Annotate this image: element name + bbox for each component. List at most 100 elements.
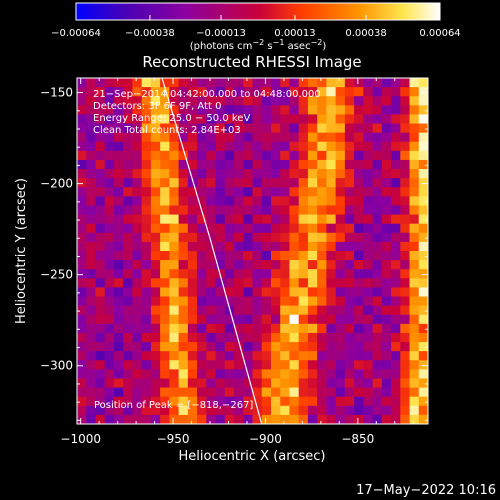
heatmap-cell: [95, 387, 106, 398]
heatmap-cell: [234, 205, 244, 216]
heatmap-cell: [363, 169, 374, 179]
heatmap-cell: [381, 141, 392, 152]
heatmap-cell: [187, 132, 198, 143]
heatmap-cell: [141, 205, 152, 216]
heatmap-cell: [234, 96, 244, 106]
heatmap-cell: [215, 314, 226, 325]
heatmap-cell: [160, 414, 170, 424]
heatmap-cell: [335, 369, 346, 379]
heatmap-cell: [409, 387, 420, 398]
heatmap-cell: [391, 387, 401, 398]
heatmap-cell: [141, 150, 152, 161]
x-axis-ticks: −1000 −950 −900 −850: [60, 78, 414, 446]
heatmap-cell: [86, 323, 96, 334]
heatmap-cell: [344, 332, 355, 343]
heatmap-cell: [234, 251, 244, 261]
y-axis-ticks: −150 −200 −250 −300: [40, 86, 428, 421]
heatmap-cell: [381, 405, 392, 416]
heatmap-cell: [95, 369, 106, 379]
heatmap-cell: [289, 396, 300, 407]
heatmap-cell: [363, 205, 374, 216]
heatmap-cell: [409, 241, 420, 252]
heatmap-cell: [132, 223, 143, 234]
heatmap-cell: [104, 150, 115, 161]
heatmap-cell: [344, 260, 355, 270]
heatmap-cell: [95, 205, 106, 216]
heatmap-cell: [160, 150, 170, 161]
heatmap-cell: [169, 314, 180, 325]
heatmap-cell: [77, 132, 87, 143]
heatmap-cell: [77, 205, 87, 216]
heatmap-cell: [215, 405, 226, 416]
heatmap-cell: [169, 332, 180, 343]
heatmap-cell: [261, 351, 272, 361]
heatmap-cell: [113, 351, 124, 361]
heatmap-cell: [317, 396, 327, 407]
heatmap-cell: [335, 196, 346, 206]
heatmap-cell: [86, 187, 96, 197]
heatmap-cell: [150, 360, 161, 370]
heatmap-cell: [243, 269, 253, 279]
heatmap-cell: [215, 114, 226, 125]
heatmap-cell: [335, 405, 346, 416]
heatmap-cell: [317, 223, 327, 234]
heatmap-cell: [178, 305, 189, 316]
heatmap-cell: [160, 323, 170, 334]
heatmap-cell: [409, 150, 420, 161]
heatmap-cell: [391, 205, 401, 216]
heatmap-cell: [289, 141, 300, 152]
heatmap-cell: [317, 241, 327, 252]
heatmap-cell: [77, 396, 87, 407]
heatmap-cell: [289, 114, 300, 125]
heatmap-cell: [169, 214, 180, 225]
heatmap-cell: [197, 87, 207, 97]
heatmap-cell: [234, 105, 244, 115]
heatmap-cell: [150, 396, 161, 407]
heatmap-cell: [317, 342, 327, 352]
heatmap-cell: [234, 178, 244, 188]
heatmap-cell: [187, 159, 198, 170]
heatmap-cell: [261, 123, 272, 134]
heatmap-cell: [113, 178, 124, 188]
annotation-detectors: Detectors: 3F 6F 9F, Att 0: [93, 101, 221, 112]
chart-title: Reconstructed RHESSI Image: [142, 53, 361, 71]
heatmap-cell: [187, 278, 198, 288]
heatmap-cell: [187, 232, 198, 243]
heatmap-cell: [234, 132, 244, 143]
heatmap-cell: [95, 278, 106, 288]
heatmap-cell: [104, 251, 115, 261]
heatmap-cell: [77, 251, 87, 261]
heatmap-cell: [150, 223, 161, 234]
heatmap-cell: [391, 241, 401, 252]
heatmap-cell: [178, 260, 189, 270]
heatmap-cell: [418, 332, 428, 343]
heatmap-cell: [400, 132, 411, 143]
heatmap-cell: [178, 96, 189, 106]
heatmap-cell: [381, 378, 392, 389]
heatmap-cell: [215, 223, 226, 234]
heatmap-cell: [86, 405, 96, 416]
heatmap-cell: [95, 178, 106, 188]
heatmap-cell: [409, 396, 420, 407]
heatmap-cell: [160, 196, 170, 206]
heatmap-cell: [391, 360, 401, 370]
heatmap-cell: [197, 414, 207, 424]
heatmap-cell: [344, 205, 355, 216]
heatmap-cell: [224, 87, 235, 97]
heatmap-cell: [169, 360, 180, 370]
heatmap-cell: [289, 169, 300, 179]
heatmap-cell: [224, 159, 235, 170]
heatmap-cell: [261, 87, 272, 97]
heatmap-cell: [326, 132, 337, 143]
heatmap-cell: [132, 96, 143, 106]
heatmap-cell: [234, 387, 244, 398]
heatmap-cell: [234, 123, 244, 134]
heatmap-cell: [234, 414, 244, 424]
heatmap-cell: [77, 169, 87, 179]
heatmap-cell: [160, 169, 170, 179]
heatmap-cell: [261, 378, 272, 389]
heatmap-cell: [372, 150, 383, 161]
heatmap-cell: [224, 187, 235, 197]
heatmap-cell: [243, 87, 253, 97]
heatmap-cell: [391, 141, 401, 152]
